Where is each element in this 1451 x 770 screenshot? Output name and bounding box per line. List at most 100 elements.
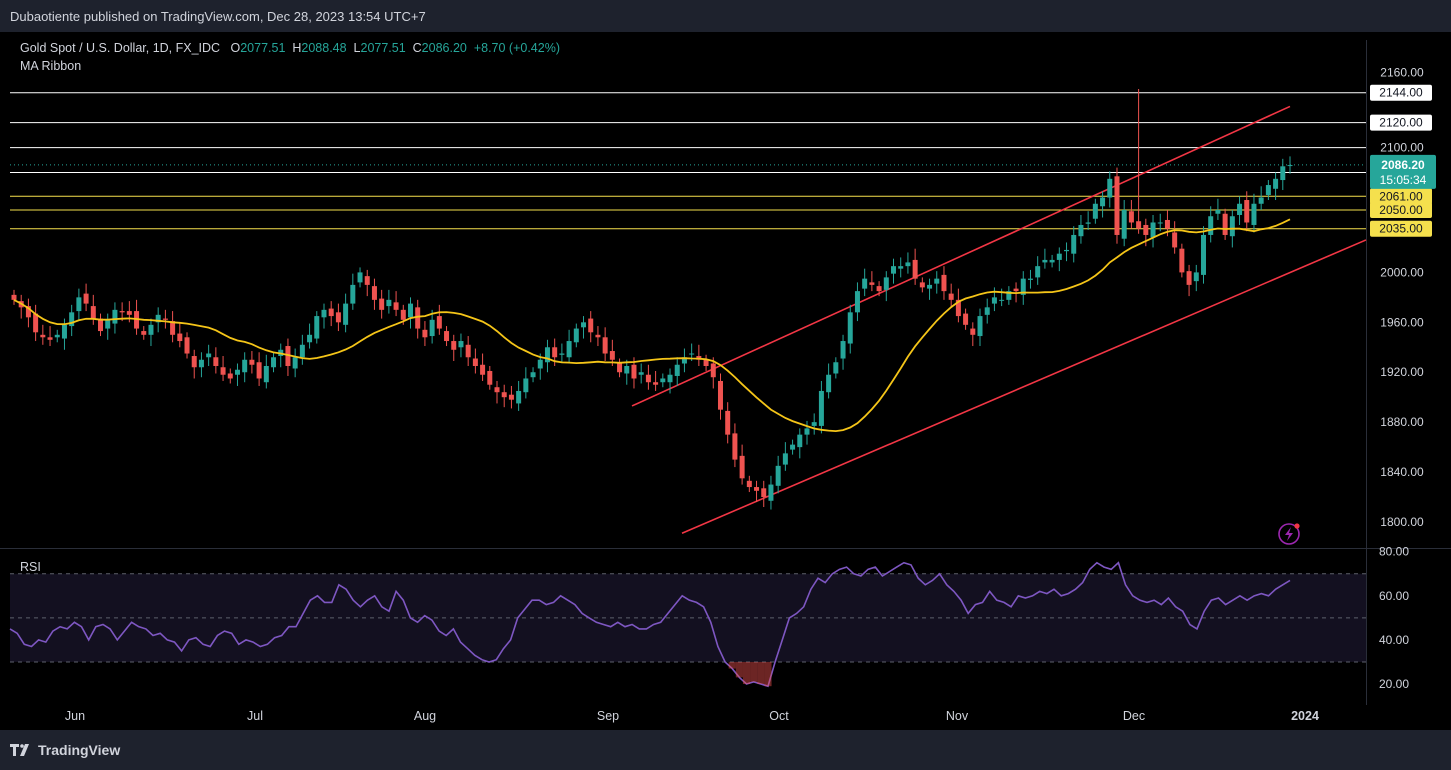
candle-body [963, 313, 969, 325]
candle-body [1013, 288, 1019, 292]
candle-body [458, 341, 464, 348]
candle-body [90, 306, 96, 319]
candle-body [1042, 259, 1048, 263]
symbol-title: Gold Spot / U.S. Dollar, 1D, FX_IDC [20, 41, 221, 55]
time-tick-label: Aug [414, 709, 436, 723]
candle-body [198, 359, 204, 368]
candle-body [667, 374, 673, 383]
time-tick-label: Oct [769, 709, 789, 723]
candle-body [782, 453, 788, 465]
rsi-oversold-fill [742, 661, 751, 684]
candle-body [465, 344, 471, 358]
candle-body [710, 363, 716, 378]
candle-body [941, 274, 947, 292]
candle-body [912, 259, 918, 279]
level-badge [1370, 84, 1432, 101]
candle-body [840, 341, 846, 359]
level-badge-label: 2061.00 [1379, 189, 1423, 203]
level-badge [1370, 188, 1432, 205]
candle-body [1222, 213, 1228, 235]
candle-body [1172, 232, 1178, 248]
candle-body [905, 262, 911, 267]
candle-body [1179, 248, 1185, 273]
ma-ribbon-line [13, 218, 1291, 433]
candle-body [544, 347, 550, 363]
top-bar: Dubaotiente published on TradingView.com… [0, 0, 1451, 32]
level-badge [1370, 220, 1432, 237]
candle-body [451, 341, 457, 350]
candle-body [400, 309, 406, 320]
close-label: C [412, 41, 422, 55]
price-chart[interactable]: 1800.00 1840.00 1880.00 1920.00 1960.00 2000.… [0, 32, 1451, 730]
candle-body [126, 311, 132, 315]
candle-body [768, 484, 774, 501]
candle-body [472, 358, 478, 366]
candle-body [40, 334, 46, 338]
candle-body [689, 353, 695, 355]
rsi-oversold-fill [750, 661, 758, 682]
candle-body [790, 444, 796, 450]
close-value: 2086.20 [421, 41, 467, 55]
open-label: O [230, 41, 241, 55]
candle-body [811, 422, 817, 426]
candle-body [307, 334, 313, 343]
publisher-info: Dubaotiente published on TradingView.com… [10, 9, 426, 24]
candle-body [984, 307, 990, 315]
candle-body [508, 394, 514, 400]
tradingview-logo[interactable]: TradingView [10, 742, 120, 758]
candle-body [1128, 211, 1134, 223]
last-price-badge [1370, 154, 1436, 189]
candle-body [1078, 224, 1084, 237]
rsi-line [9, 561, 1291, 688]
price-tick-label: 1880.00 [1380, 415, 1424, 429]
candle-body [11, 294, 17, 300]
rsi-legend: RSI [20, 560, 41, 574]
candle-body [717, 380, 723, 410]
candle-body [444, 331, 450, 342]
candle-body [537, 359, 543, 369]
candle-body [25, 306, 31, 318]
candle-body [653, 382, 659, 385]
candle-body [516, 390, 522, 404]
event-icon-dot [1294, 523, 1300, 529]
candle-body [33, 313, 39, 333]
candle-body [69, 312, 75, 327]
candle-body [660, 378, 666, 383]
candle-body [645, 374, 651, 383]
candle-body [54, 334, 60, 338]
candle-body [955, 299, 961, 317]
candle-body [595, 334, 601, 338]
candle-body [1071, 234, 1077, 254]
candle-body [61, 324, 67, 339]
rsi-oversold-fill [764, 661, 772, 687]
last-price-label: 2086.20 [1381, 158, 1425, 172]
price-tick-label: 1960.00 [1380, 315, 1424, 329]
candle-body [494, 387, 500, 393]
candle-body [761, 488, 767, 498]
candle-body [624, 366, 630, 374]
candle-body [350, 284, 356, 304]
candle-body [588, 318, 594, 333]
candle-body [386, 299, 392, 307]
channel-upper-line [631, 105, 1291, 407]
candle-body [343, 303, 349, 325]
candle-body [1215, 210, 1221, 214]
rsi-oversold-fill [735, 661, 743, 678]
candle-body [429, 319, 435, 337]
level-badge-label: 2050.00 [1379, 203, 1423, 217]
level-badge [1370, 202, 1432, 218]
candle-body [725, 410, 731, 435]
level-label: 2100.00 [1380, 141, 1424, 155]
chart-frame[interactable]: 1800.00 1840.00 1880.00 1920.00 1960.00 2000.… [0, 32, 1451, 730]
candle-body [1186, 271, 1192, 285]
candle-body [170, 321, 176, 335]
candle-body [242, 359, 248, 373]
candle-body [1229, 216, 1235, 237]
candle-body [220, 367, 226, 375]
candle-body [826, 374, 832, 393]
candle-body [948, 293, 954, 300]
candle-body [602, 337, 608, 354]
candle-body [934, 278, 940, 284]
time-tick-label: Nov [946, 709, 969, 723]
tradingview-brand: TradingView [38, 742, 121, 758]
